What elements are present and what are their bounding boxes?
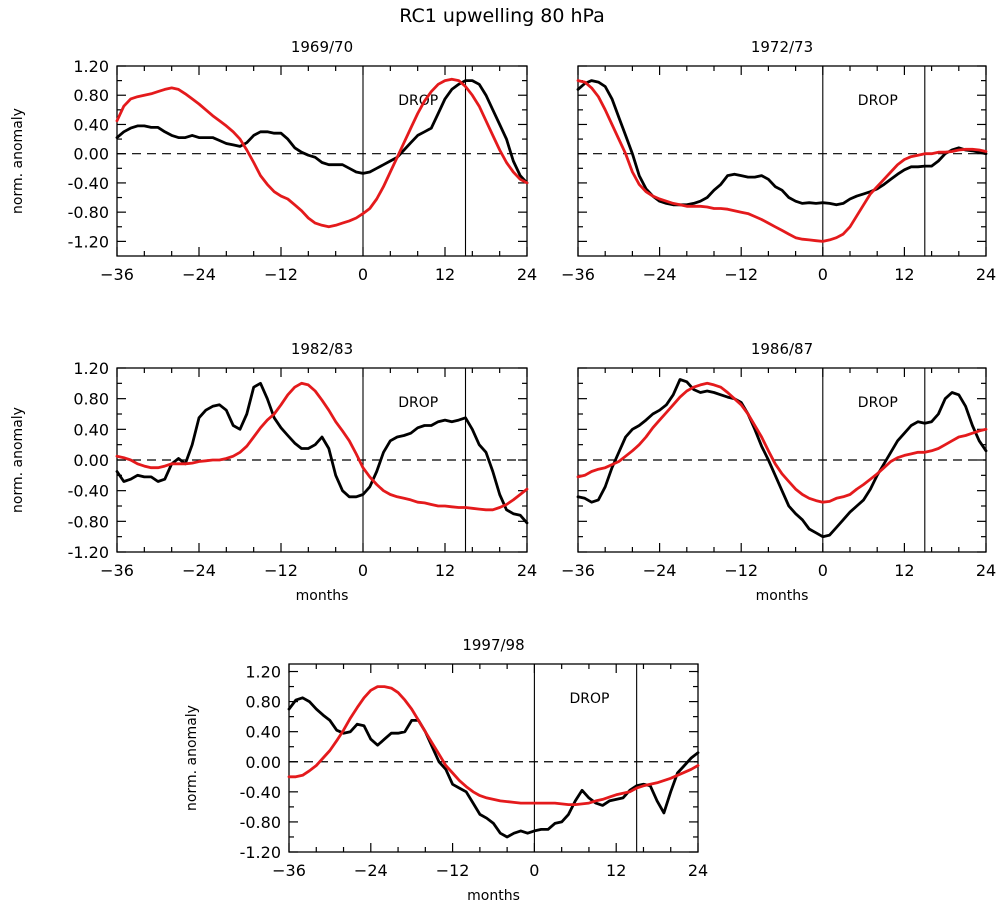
x-tick-label: −24	[182, 265, 216, 284]
drop-annotation: DROP	[858, 395, 898, 411]
x-tick-label: 24	[517, 265, 537, 284]
x-axis-label: months	[296, 588, 349, 604]
plot-frame	[116, 65, 528, 257]
y-tick-label: 0.80	[73, 390, 109, 409]
panel-title: 1972/73	[751, 38, 813, 56]
x-tick-label: −36	[561, 265, 595, 284]
y-tick-label: -0.80	[240, 813, 281, 832]
x-tick-label: −24	[182, 561, 216, 580]
x-tick-label: −36	[100, 265, 134, 284]
x-tick-label: −24	[354, 861, 388, 880]
panel-title: 1969/70	[291, 38, 353, 56]
y-tick-label: -1.20	[68, 543, 109, 562]
x-axis-label: months	[467, 888, 520, 904]
panel-title: 1997/98	[462, 636, 524, 654]
y-axis-label: norm. anomaly	[10, 108, 26, 214]
x-tick-label: 12	[894, 561, 914, 580]
x-tick-label: 24	[517, 561, 537, 580]
y-tick-label: -1.20	[240, 843, 281, 862]
y-tick-label: 1.20	[245, 663, 281, 682]
x-tick-label: 12	[435, 561, 455, 580]
x-tick-label: −12	[264, 265, 298, 284]
y-tick-label: -0.80	[68, 512, 109, 531]
x-tick-label: −12	[264, 561, 298, 580]
y-axis-label: norm. anomaly	[184, 705, 200, 811]
black-series-line	[576, 79, 988, 207]
y-tick-label: -0.40	[68, 482, 109, 501]
y-tick-label: -0.40	[240, 783, 281, 802]
red-series-line	[115, 381, 529, 512]
y-tick-label: 1.20	[73, 359, 109, 378]
y-tick-label: 0.40	[245, 723, 281, 742]
y-tick-label: 0.40	[73, 420, 109, 439]
y-tick-label: 0.00	[73, 451, 109, 470]
y-tick-label: -0.40	[68, 174, 109, 193]
red-series-line	[576, 381, 988, 504]
panel-title: 1982/83	[291, 340, 353, 358]
y-tick-label: -0.80	[68, 203, 109, 222]
x-tick-label: 24	[976, 561, 996, 580]
x-tick-label: 0	[358, 561, 368, 580]
black-series-line	[576, 378, 988, 539]
drop-annotation: DROP	[570, 691, 610, 707]
x-tick-label: −12	[436, 861, 470, 880]
x-tick-label: 12	[435, 265, 455, 284]
x-tick-label: −36	[100, 561, 134, 580]
panel-title: 1986/87	[751, 340, 813, 358]
x-tick-label: 0	[529, 861, 539, 880]
x-tick-label: −24	[643, 265, 677, 284]
y-tick-label: 0.00	[73, 145, 109, 164]
x-tick-label: −36	[272, 861, 306, 880]
figure-title: RC1 upwelling 80 hPa	[399, 5, 604, 27]
x-tick-label: −12	[724, 561, 758, 580]
panel-1986-87: 1986/87 −36 −24 −12 0 12 24 DROP months	[561, 340, 996, 604]
x-tick-label: 12	[606, 861, 626, 880]
y-tick-label: 0.00	[245, 753, 281, 772]
y-tick-label: 0.40	[73, 115, 109, 134]
red-series-line	[576, 79, 988, 243]
drop-annotation: DROP	[858, 93, 898, 109]
red-series-line	[287, 685, 700, 806]
panel-1982-83: 1982/83 −36 −24 −12 0 12 24 1.20 0.80 0.40 0.00 -0.…	[10, 340, 537, 604]
black-series-line	[115, 79, 529, 185]
x-tick-label: 0	[358, 265, 368, 284]
panel-1997-98: 1997/98 −36 −24 −12 0 12 24 1.20 0.80 0.40 0.00 -0.…	[184, 636, 708, 904]
plot-frame	[288, 663, 699, 853]
x-tick-label: 24	[688, 861, 708, 880]
x-tick-label: −24	[643, 561, 677, 580]
x-tick-label: 0	[818, 265, 828, 284]
panel-1972-73: 1972/73 −36 −24 −12 0 12 24 DROP	[561, 38, 996, 284]
x-tick-label: 0	[818, 561, 828, 580]
drop-annotation: DROP	[398, 93, 438, 109]
y-tick-label: 0.80	[73, 86, 109, 105]
drop-annotation: DROP	[398, 395, 438, 411]
y-tick-label: -1.20	[68, 232, 109, 251]
panel-1969-70: 1969/70 −36 −24 −12 0 12 24 1.20 0.80 0.40 0.00 -0.…	[10, 38, 537, 284]
plot-frame	[577, 65, 987, 257]
x-axis-label: months	[756, 588, 809, 604]
x-tick-label: 12	[894, 265, 914, 284]
red-series-line	[115, 77, 529, 229]
x-tick-label: 24	[976, 265, 996, 284]
y-tick-label: 0.80	[245, 693, 281, 712]
x-tick-label: −12	[724, 265, 758, 284]
y-tick-label: 1.20	[73, 57, 109, 76]
x-tick-label: −36	[561, 561, 595, 580]
y-axis-label: norm. anomaly	[10, 407, 26, 513]
